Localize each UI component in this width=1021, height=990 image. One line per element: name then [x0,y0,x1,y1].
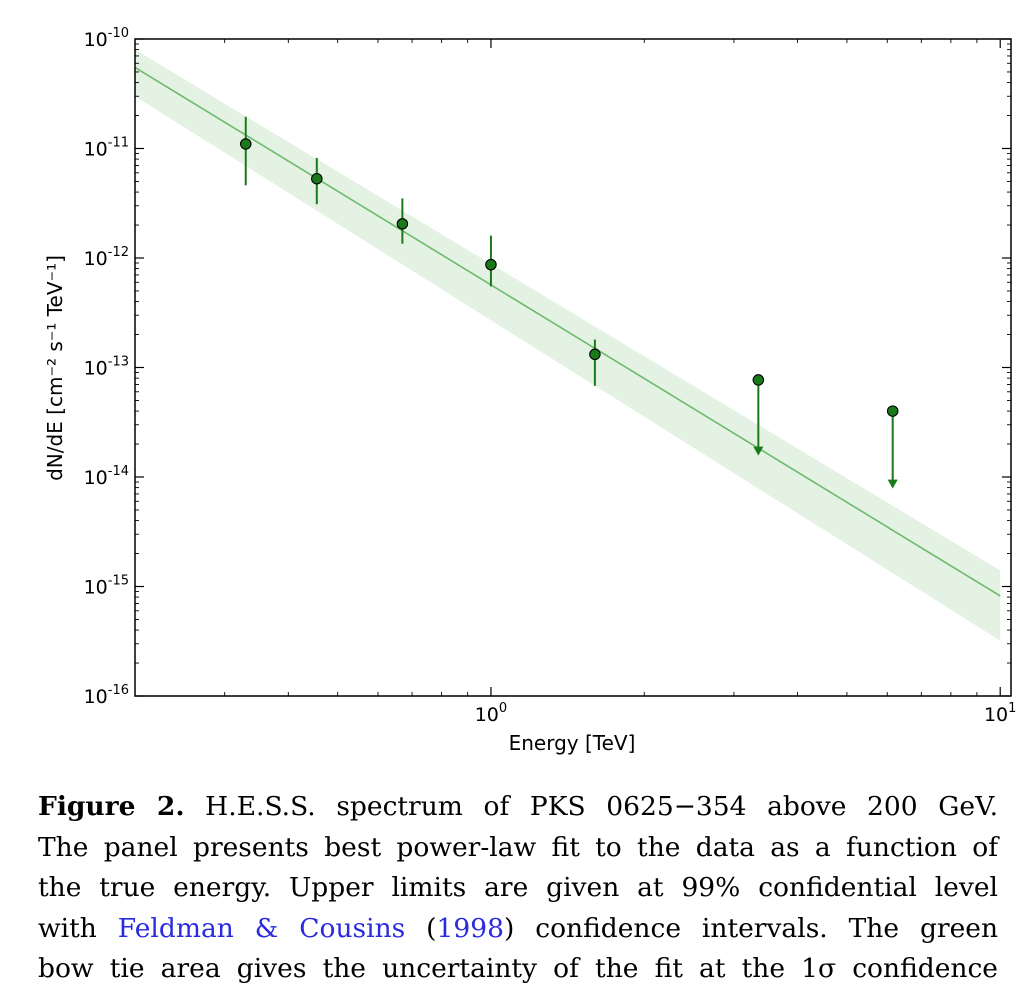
x-tick-exponent: 1 [1008,701,1016,716]
down-arrow-icon [887,479,898,489]
y-tick-label: 10-13 [84,355,129,380]
caption-line-4-pre: with [38,912,118,944]
y-tick-base: 10 [84,29,108,51]
y-axis-label: dN/dE [cm⁻² s⁻¹ TeV⁻¹] [43,255,67,481]
confidence-band [135,49,1001,641]
data-marker [485,258,497,271]
caption-line-4-open: ( [405,912,437,944]
y-tick-label: 10-10 [84,26,129,51]
y-tick-label: 10-12 [84,245,129,270]
y-tick-base: 10 [84,358,108,380]
data-point-2 [311,157,323,205]
caption-line-4: with Feldman & Cousins (1998) confidence… [38,909,998,950]
upper-limit-2 [886,405,899,489]
x-tick-base: 10 [475,704,499,726]
x-tick-base: 10 [984,704,1008,726]
caption-line-1-text: H.E.S.S. spectrum of PKS 0625−354 above … [184,791,998,822]
y-tick-base: 10 [84,577,108,599]
y-tick-exponent: -16 [108,683,129,698]
y-tick-exponent: -11 [108,136,129,151]
y-tick-base: 10 [84,467,108,489]
caption-line-3: the true energy. Upper limits are given … [38,872,998,903]
data-point-4 [485,235,497,287]
fit-line-layer [134,66,1001,597]
down-arrow-icon [753,446,764,456]
data-marker [589,348,601,361]
data-point-3 [396,198,409,244]
figure-caption: Figure 2. H.E.S.S. spectrum of PKS 0625−… [38,787,998,990]
caption-line-1: Figure 2. H.E.S.S. spectrum of PKS 0625−… [38,787,998,828]
citation-link-authors[interactable]: Feldman & Cousins [117,912,406,944]
y-tick-label: 10-14 [84,464,129,489]
y-tick-exponent: -10 [108,26,129,41]
y-tick-exponent: -15 [108,574,129,589]
x-tick-label: 101 [984,701,1016,726]
upper-limit-marker [886,405,899,417]
y-tick-base: 10 [84,248,108,270]
y-tick-exponent: -13 [108,355,129,370]
data-points-layer [240,116,899,489]
x-tick-exponent: 0 [499,701,507,716]
data-marker [396,218,409,230]
y-tick-label: 10-11 [84,136,129,161]
data-point-5 [589,339,601,386]
data-marker [311,172,323,185]
y-tick-label: 10-16 [84,683,129,708]
y-tick-label: 10-15 [84,574,129,599]
data-marker [240,138,252,150]
upper-limit-1 [752,374,765,456]
caption-label: Figure 2. [38,791,185,822]
caption-line-5: bow tie area gives the uncertainty of th… [38,953,998,984]
power-law-fit-line [134,66,1001,597]
caption-line-2: The panel presents best power-law fit to… [38,831,998,863]
x-axis-label: Energy [TeV] [509,731,636,755]
y-tick-exponent: -14 [108,464,129,479]
y-tick-exponent: -12 [108,245,129,260]
caption-line-4-post: ) confidence intervals. The green [503,912,999,944]
confidence-band-layer [135,49,1001,641]
y-tick-base: 10 [84,139,108,161]
data-point-1 [240,116,252,186]
x-tick-label: 100 [475,701,507,726]
citation-link-year[interactable]: 1998 [436,912,504,944]
upper-limit-marker [752,374,765,386]
y-tick-base: 10 [84,686,108,708]
